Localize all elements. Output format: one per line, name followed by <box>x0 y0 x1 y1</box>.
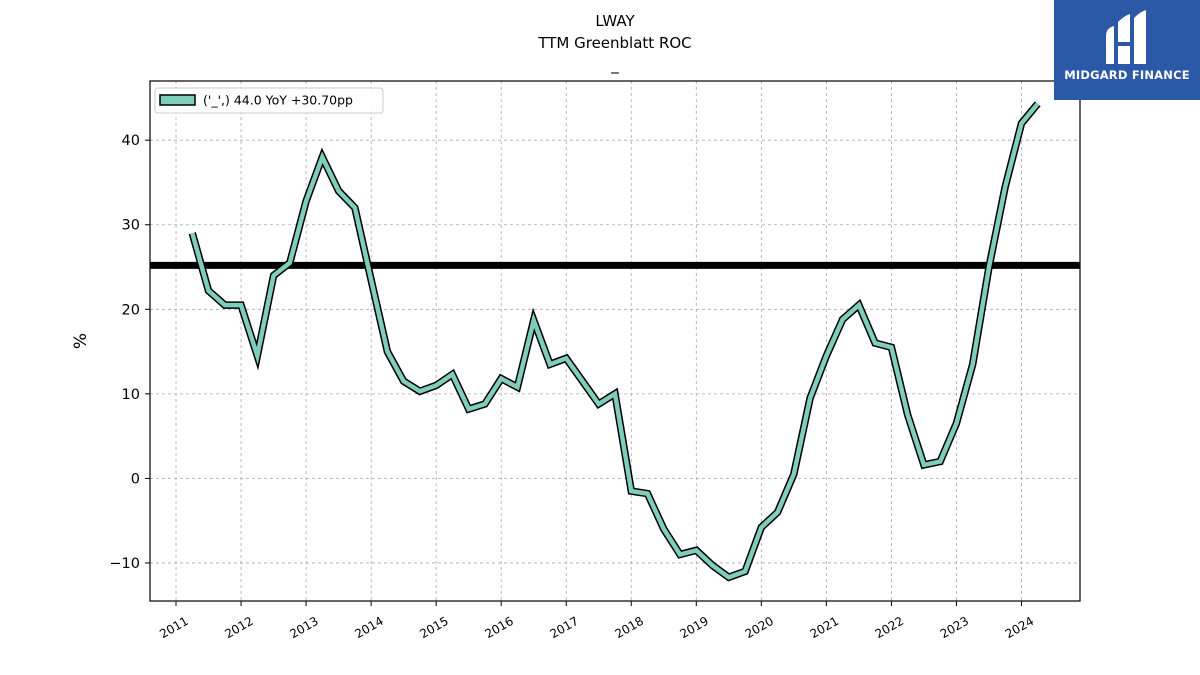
legend: ('_',) 44.0 YoY +30.70pp <box>154 87 384 114</box>
grid <box>150 81 1080 601</box>
x-tick-label: 2016 <box>482 614 515 641</box>
y-axis: −10 0 10 20 30 40 <box>109 133 150 572</box>
x-tick-label: 2013 <box>287 614 320 641</box>
x-tick-label: 2017 <box>547 614 580 641</box>
y-tick-label: 0 <box>131 471 140 487</box>
x-tick-label: 2019 <box>678 614 711 641</box>
y-tick-label: 30 <box>122 218 140 234</box>
y-tick-label: −10 <box>109 556 140 572</box>
x-tick-label: 2015 <box>417 614 450 641</box>
legend-label: ('_',) 44.0 YoY +30.70pp <box>203 93 353 108</box>
midgard-logo-icon <box>1106 10 1146 64</box>
chart-title: LWAY <box>595 12 635 30</box>
legend-box <box>154 87 384 114</box>
series-group <box>188 101 1041 582</box>
y-tick-label: 10 <box>122 387 140 403</box>
y-axis-label: % <box>71 333 91 349</box>
y-tick-label: 40 <box>122 133 140 149</box>
x-tick-label: 2012 <box>222 614 255 641</box>
x-tick-label: 2011 <box>157 614 190 641</box>
legend-swatch <box>159 94 196 106</box>
chart-subtitle-2: _ <box>610 56 619 75</box>
plot-frame <box>149 80 1081 602</box>
x-tick-label: 2021 <box>808 614 841 641</box>
x-tick-label: 2024 <box>1003 614 1036 641</box>
x-tick-label: 2018 <box>613 614 646 641</box>
x-tick-label: 2023 <box>938 614 971 641</box>
y-tick-label: 20 <box>122 302 140 318</box>
x-tick-label: 2014 <box>352 614 385 641</box>
x-tick-label: 2020 <box>743 614 776 641</box>
brand-logo-text: MIDGARD FINANCE <box>1064 68 1190 82</box>
chart-subtitle: TTM Greenblatt ROC <box>537 34 691 52</box>
x-axis: 2011 2012 2013 2014 2015 2016 2017 2018 2019 2020… <box>157 601 1036 641</box>
series-line <box>190 102 1040 580</box>
brand-logo: MIDGARD FINANCE <box>1054 0 1200 100</box>
x-tick-label: 2022 <box>873 614 906 641</box>
series-line-outline <box>188 101 1041 582</box>
